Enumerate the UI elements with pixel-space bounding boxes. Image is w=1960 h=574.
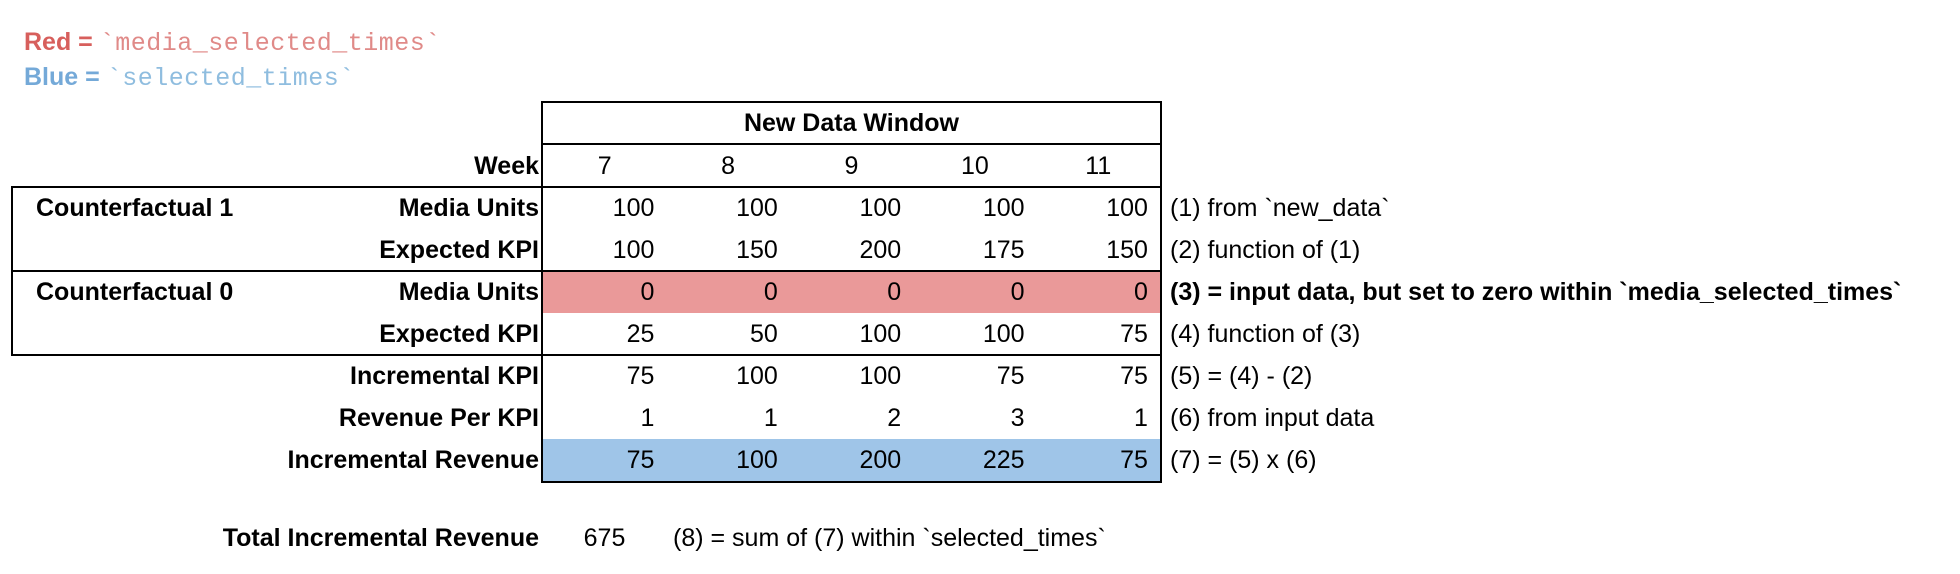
data-cell: 150	[1106, 236, 1148, 264]
data-cell: 100	[982, 320, 1025, 348]
row-label: Expected KPI	[379, 320, 539, 348]
data-cell: 100	[612, 194, 655, 222]
data-cell: 0	[887, 278, 902, 306]
row-label: Media Units	[398, 194, 539, 222]
data-cell: 100	[859, 320, 902, 348]
legend-blue-equals: =	[78, 63, 107, 91]
data-cell: 2	[887, 404, 902, 432]
week-cell: 8	[721, 152, 736, 180]
legend-red-equals: =	[71, 28, 100, 56]
legend-blue-line: Blue = `selected_times`	[24, 62, 355, 94]
row-label: Revenue Per KPI	[338, 404, 539, 432]
data-cell: 3	[1010, 404, 1025, 432]
data-cell: 100	[859, 194, 902, 222]
week-cell: 11	[1085, 152, 1112, 180]
row-label: Incremental Revenue	[287, 446, 540, 474]
row-annotation: (5) = (4) - (2)	[1170, 362, 1313, 390]
data-cell: 75	[626, 446, 655, 474]
row-annotation: (1) from `new_data`	[1170, 194, 1390, 222]
data-cell: 1	[1134, 404, 1148, 432]
week-cell: 7	[597, 152, 612, 180]
data-cell: 1	[763, 404, 778, 432]
row-annotation: (7) = (5) x (6)	[1170, 446, 1317, 474]
row-annotation: (4) function of (3)	[1170, 320, 1361, 348]
row-annotation: (6) from input data	[1170, 404, 1375, 432]
data-table: New Data Window 7 8 9 10 11 100 100 100 …	[541, 101, 1162, 483]
data-cell: 75	[626, 362, 655, 390]
data-cell: 200	[859, 236, 902, 264]
data-cell: 225	[982, 446, 1025, 474]
data-cell: 75	[1120, 320, 1148, 348]
row-annotation: (2) function of (1)	[1170, 236, 1361, 264]
divider-line	[11, 354, 1162, 356]
total-value: 675	[583, 524, 626, 552]
data-cell: 0	[763, 278, 778, 306]
red-highlight-bar	[543, 272, 1160, 313]
divider-line	[11, 186, 1162, 188]
week-cell: 9	[844, 152, 859, 180]
data-cell: 175	[982, 236, 1025, 264]
data-cell: 200	[859, 446, 902, 474]
new-data-window-header: New Data Window	[543, 103, 1160, 145]
data-cell: 100	[1106, 194, 1148, 222]
data-cell: 100	[859, 362, 902, 390]
data-cell: 0	[1010, 278, 1025, 306]
row-label: Incremental KPI	[350, 362, 539, 390]
data-cell: 0	[640, 278, 655, 306]
total-annotation: (8) = sum of (7) within `selected_times`	[673, 524, 1106, 552]
data-cell: 0	[1134, 278, 1148, 306]
data-cell: 100	[736, 446, 778, 474]
legend-red-label: Red	[24, 28, 72, 56]
week-row-label: Week	[474, 152, 539, 180]
row-label: Media Units	[398, 278, 539, 306]
data-cell: 75	[1120, 446, 1148, 474]
legend-blue-code: `selected_times`	[106, 64, 355, 93]
data-cell: 100	[982, 194, 1025, 222]
legend-red-code: `media_selected_times`	[99, 29, 441, 58]
data-cell: 150	[736, 236, 778, 264]
row-label: Expected KPI	[379, 236, 539, 264]
data-cell: 1	[640, 404, 655, 432]
group-label-counterfactual-0: Counterfactual 0	[36, 278, 234, 306]
week-cell: 10	[960, 152, 989, 180]
group-label-counterfactual-1: Counterfactual 1	[36, 194, 234, 222]
data-cell: 50	[749, 320, 778, 348]
total-label: Total Incremental Revenue	[222, 524, 539, 552]
data-cell: 75	[1120, 362, 1148, 390]
legend-red-line: Red = `media_selected_times`	[24, 27, 441, 59]
data-cell: 25	[626, 320, 655, 348]
row-annotation: (3) = input data, but set to zero within…	[1170, 278, 1902, 306]
divider-line	[11, 270, 1162, 272]
data-cell: 75	[996, 362, 1025, 390]
data-cell: 100	[736, 362, 778, 390]
data-cell: 100	[736, 194, 778, 222]
left-box-line	[11, 186, 13, 356]
blue-highlight-bar	[543, 439, 1160, 481]
data-cell: 100	[612, 236, 655, 264]
legend-blue-label: Blue	[24, 63, 79, 91]
